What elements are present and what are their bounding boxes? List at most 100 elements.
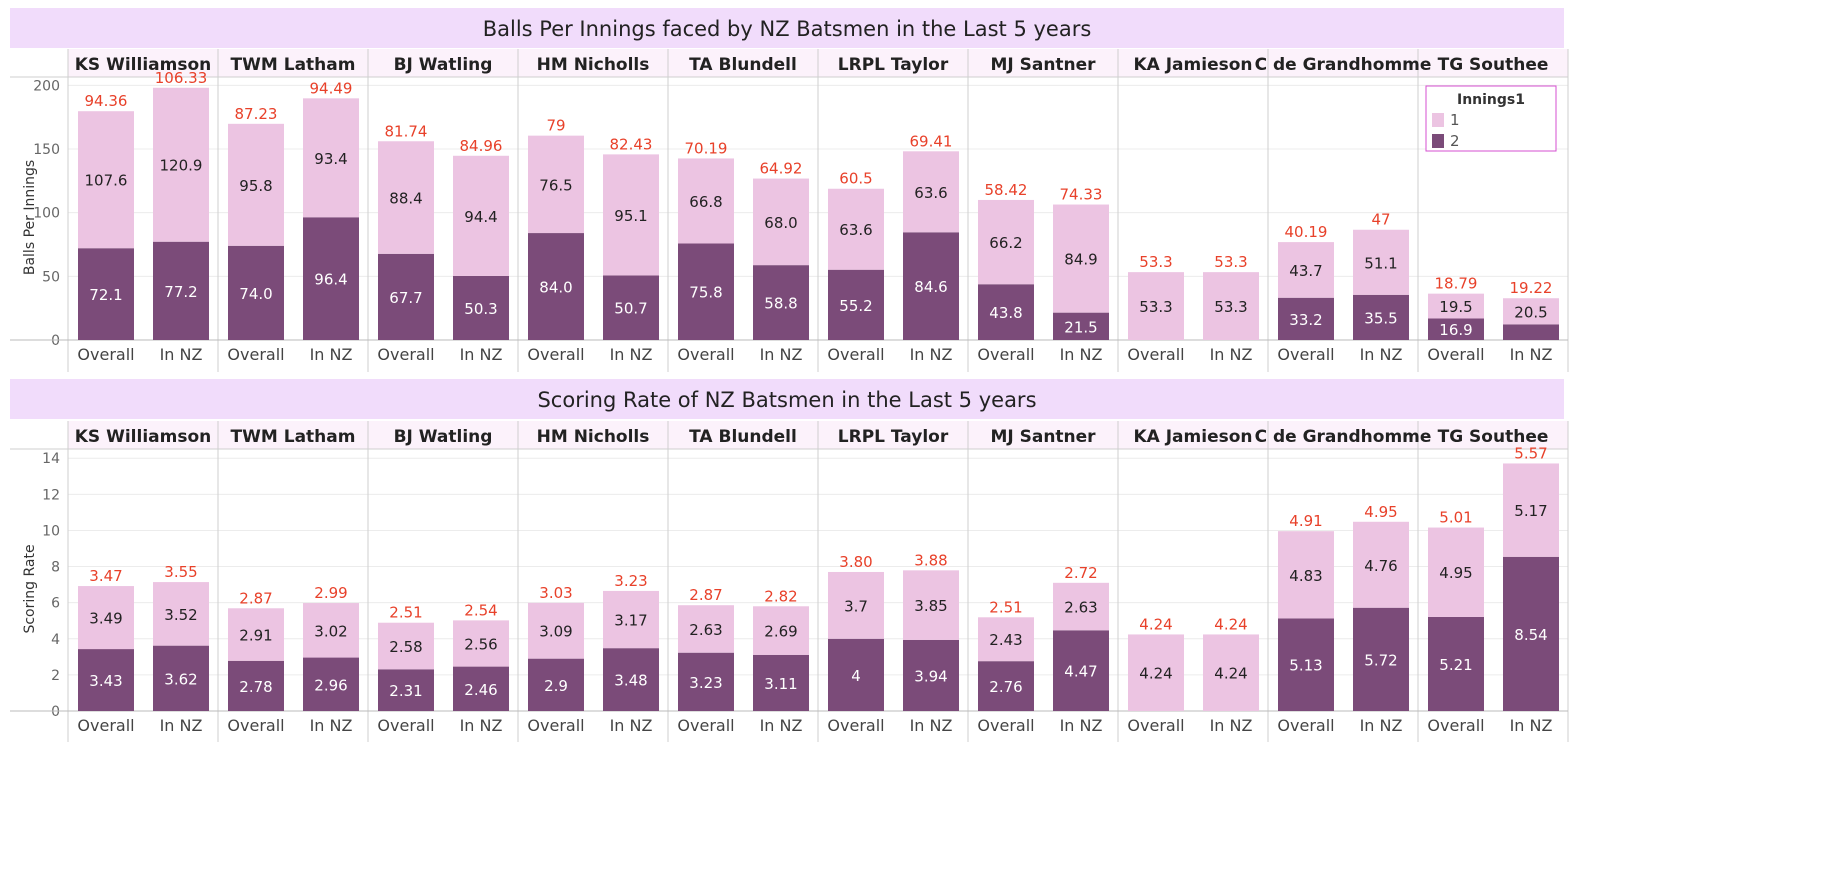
- bar-innings-2[interactable]: [828, 269, 884, 340]
- total-label: 74.33: [1060, 186, 1103, 204]
- bar-innings-1[interactable]: [603, 154, 659, 276]
- bar-innings-2[interactable]: [603, 648, 659, 711]
- bar-innings-1[interactable]: [1353, 229, 1409, 295]
- bar-innings-1[interactable]: [453, 620, 509, 667]
- segment-label-innings-2: 3.43: [89, 672, 122, 690]
- bar-innings-2[interactable]: [528, 658, 584, 711]
- legend: Innings1 1 2: [1425, 85, 1557, 152]
- bar-innings-2[interactable]: [828, 638, 884, 711]
- segment-label-innings-1: 120.9: [160, 157, 203, 175]
- total-label: 18.79: [1435, 275, 1478, 293]
- total-label: 84.96: [460, 137, 503, 155]
- bar-innings-2[interactable]: [1353, 294, 1409, 340]
- bar-innings-2[interactable]: [78, 248, 134, 340]
- bar-innings-2[interactable]: [678, 243, 734, 340]
- bar-innings-2[interactable]: [228, 245, 284, 340]
- bar-innings-1[interactable]: [828, 571, 884, 639]
- bar-innings-1[interactable]: [378, 622, 434, 670]
- bar-innings-1[interactable]: [528, 135, 584, 234]
- player-header: BJ Watling: [394, 427, 493, 447]
- bar-innings-2[interactable]: [378, 253, 434, 340]
- bar-innings-2[interactable]: [378, 669, 434, 711]
- total-label: 2.51: [389, 604, 422, 622]
- segment-label-innings-1: 3.52: [164, 606, 197, 624]
- bar-innings-1[interactable]: [903, 570, 959, 640]
- bar-innings-2[interactable]: [1353, 607, 1409, 711]
- bar-innings-2[interactable]: [453, 666, 509, 711]
- bar-innings-2[interactable]: [153, 645, 209, 711]
- bar-innings-1[interactable]: [378, 141, 434, 254]
- x-category-label: Overall: [527, 716, 584, 735]
- bar-innings-2[interactable]: [1278, 618, 1334, 711]
- segment-label-innings-1: 107.6: [85, 172, 128, 190]
- bar-innings-2[interactable]: [903, 639, 959, 711]
- y-tick-label: 10: [42, 523, 60, 539]
- bar-innings-1[interactable]: [1428, 293, 1484, 319]
- bar-innings-1[interactable]: [1503, 463, 1559, 557]
- legend-item-label: 1: [1450, 111, 1460, 129]
- bar-innings-1[interactable]: [303, 98, 359, 218]
- bar-innings-1[interactable]: [78, 586, 134, 650]
- bar-innings-1[interactable]: [753, 178, 809, 266]
- bar-innings-1[interactable]: [1053, 204, 1109, 313]
- bar-innings-2[interactable]: [153, 241, 209, 340]
- bar-innings-1[interactable]: [978, 617, 1034, 662]
- player-header: LRPL Taylor: [838, 427, 949, 447]
- bar-innings-1[interactable]: [903, 151, 959, 233]
- bar-innings-2[interactable]: [528, 233, 584, 340]
- bar-innings-1[interactable]: [978, 199, 1034, 285]
- bar-innings-1[interactable]: [153, 582, 209, 646]
- bar-innings-1[interactable]: [1428, 527, 1484, 617]
- bar-innings-1[interactable]: [528, 602, 584, 659]
- segment-label-innings-1: 2.63: [689, 621, 722, 639]
- bar-innings-1[interactable]: [1278, 242, 1334, 298]
- player-header: KA Jamieson: [1133, 427, 1252, 447]
- x-category-label: Overall: [1277, 345, 1334, 364]
- bar-innings-2[interactable]: [228, 660, 284, 711]
- segment-label-innings-2: 77.2: [164, 283, 197, 301]
- bar-innings-2[interactable]: [903, 232, 959, 340]
- bar-innings-1[interactable]: [678, 605, 734, 653]
- bar-innings-1[interactable]: [78, 111, 134, 249]
- bar-innings-1[interactable]: [1278, 531, 1334, 619]
- bar-innings-1[interactable]: [678, 158, 734, 244]
- bar-innings-1[interactable]: [753, 606, 809, 655]
- bar-innings-1[interactable]: [228, 608, 284, 661]
- bar-innings-1[interactable]: [828, 188, 884, 270]
- bar-innings-1[interactable]: [1128, 634, 1184, 711]
- bar-innings-1[interactable]: [453, 155, 509, 276]
- bar-innings-1[interactable]: [1203, 272, 1259, 340]
- total-label: 106.33: [155, 69, 208, 87]
- bar-innings-1[interactable]: [1203, 634, 1259, 711]
- y-tick-label: 0: [51, 333, 60, 349]
- bar-innings-2[interactable]: [1428, 616, 1484, 711]
- bar-innings-1[interactable]: [153, 87, 209, 242]
- bar-innings-1[interactable]: [1353, 521, 1409, 608]
- bar-innings-1[interactable]: [303, 603, 359, 658]
- bar-innings-2[interactable]: [1503, 324, 1559, 340]
- bar-innings-1[interactable]: [1053, 582, 1109, 631]
- segment-label-innings-2: 43.8: [989, 304, 1022, 322]
- bar-innings-1[interactable]: [1503, 298, 1559, 325]
- x-category-label: Overall: [377, 345, 434, 364]
- bar-innings-2[interactable]: [78, 649, 134, 711]
- bar-innings-2[interactable]: [978, 661, 1034, 711]
- bar-innings-2[interactable]: [1053, 312, 1109, 340]
- bar-innings-2[interactable]: [978, 284, 1034, 340]
- bar-innings-2[interactable]: [753, 265, 809, 340]
- bar-innings-2[interactable]: [678, 652, 734, 711]
- bar-innings-2[interactable]: [1503, 556, 1559, 711]
- x-category-label: In NZ: [1360, 345, 1403, 364]
- bar-innings-2[interactable]: [303, 217, 359, 340]
- bar-innings-2[interactable]: [303, 657, 359, 711]
- bar-innings-1[interactable]: [1128, 272, 1184, 340]
- bar-innings-2[interactable]: [753, 654, 809, 711]
- bar-innings-2[interactable]: [1428, 318, 1484, 340]
- bar-innings-2[interactable]: [453, 275, 509, 340]
- bar-innings-1[interactable]: [603, 590, 659, 649]
- bar-innings-2[interactable]: [1278, 297, 1334, 340]
- bar-innings-1[interactable]: [228, 123, 284, 246]
- bar-innings-2[interactable]: [603, 275, 659, 340]
- bar-innings-2[interactable]: [1053, 630, 1109, 711]
